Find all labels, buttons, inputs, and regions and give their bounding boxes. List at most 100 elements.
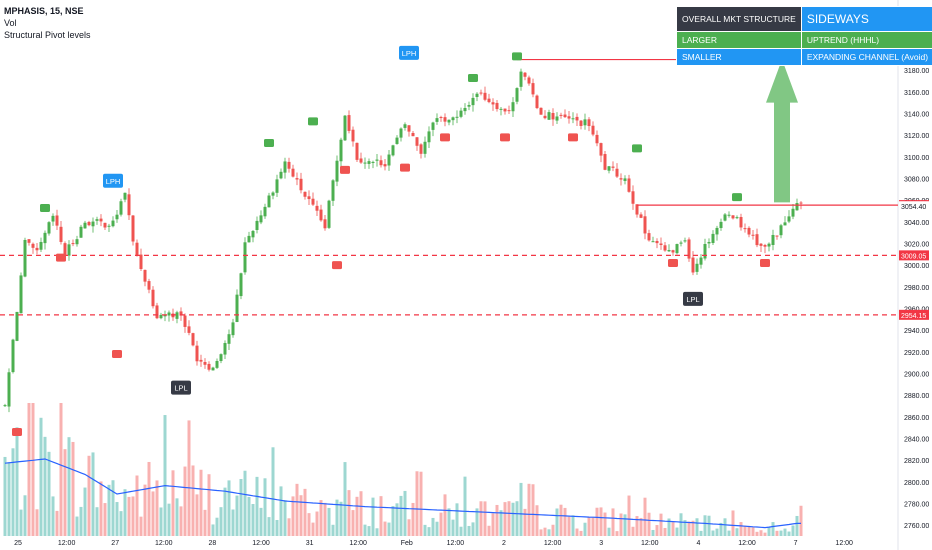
candle-body — [147, 281, 151, 290]
price-tick-label: 2980.00 — [904, 285, 929, 292]
smaller-structure-value: EXPANDING CHANNEL (Avoid) — [800, 48, 932, 66]
volume-bar — [751, 527, 755, 536]
symbol-title[interactable]: MPHASIS, 15, NSE — [4, 6, 84, 16]
larger-structure-label: LARGER — [676, 31, 802, 49]
time-tick-label: 12:00 — [447, 540, 465, 547]
candle-body — [323, 219, 327, 229]
pivot-indicator-label[interactable]: Structural Pivot levels — [4, 30, 91, 40]
price-tick-label: 3080.00 — [904, 177, 929, 184]
price-tick-label: 3140.00 — [904, 112, 929, 119]
candle-body — [439, 117, 443, 119]
candle-body — [455, 116, 459, 118]
candle-body — [367, 161, 371, 164]
volume-bar — [679, 513, 683, 536]
level-price-label: 3009.05 — [901, 253, 926, 260]
candle-body — [339, 139, 343, 162]
volume-bar — [607, 527, 611, 536]
volume-bar — [551, 524, 555, 536]
volume-bar — [187, 420, 191, 536]
candle-body — [651, 241, 655, 243]
volume-bar — [479, 501, 483, 536]
volume-bar — [195, 494, 199, 536]
time-tick-label: 27 — [111, 540, 119, 547]
candle-body — [67, 244, 71, 256]
volume-bar — [355, 496, 359, 536]
level-price-tag — [899, 309, 929, 320]
volume-bar — [415, 471, 419, 536]
candle-body — [371, 161, 375, 163]
volume-indicator-label[interactable]: Vol — [4, 18, 17, 28]
volume-bar — [319, 500, 323, 536]
candle-body — [503, 108, 507, 112]
volume-bar — [467, 525, 471, 536]
low-marker-icon — [340, 165, 350, 174]
high-marker-icon — [40, 204, 50, 212]
candle-body — [139, 254, 143, 270]
candle-body — [335, 160, 339, 182]
candle-body — [215, 360, 219, 368]
volume-bar — [359, 491, 363, 536]
candle-body — [443, 117, 447, 122]
volume-bar — [439, 512, 443, 536]
candle-body — [95, 219, 99, 221]
time-tick-label: 12:00 — [58, 540, 76, 547]
candle-body — [403, 124, 407, 128]
candle-body — [3, 405, 7, 407]
candle-body — [59, 226, 63, 242]
candle-body — [135, 242, 139, 256]
candle-body — [451, 117, 455, 121]
high-marker-icon — [468, 74, 478, 82]
volume-bar — [423, 524, 427, 536]
larger-structure-value: UPTREND (HHHL) — [800, 31, 932, 49]
candle-body — [559, 114, 563, 116]
overall-structure-value: SIDEWAYS — [800, 6, 932, 32]
volume-bar — [211, 524, 215, 536]
candle-body — [751, 234, 755, 236]
candle-body — [79, 226, 83, 238]
volume-bar — [87, 455, 91, 536]
volume-bar — [223, 487, 227, 536]
volume-bar — [323, 502, 327, 536]
candle-body — [599, 143, 603, 156]
candle-body — [219, 354, 223, 362]
volume-bar — [47, 451, 51, 536]
candle-body — [543, 115, 547, 119]
volume-bar — [163, 415, 167, 536]
candle-body — [759, 243, 763, 246]
candle-body — [235, 294, 239, 322]
volume-bar — [371, 497, 375, 536]
volume-bar — [459, 526, 463, 536]
volume-bar — [735, 528, 739, 536]
candle-body — [267, 195, 271, 208]
volume-bar — [627, 495, 631, 536]
volume-bar — [559, 504, 563, 536]
candle-body — [23, 239, 27, 277]
price-tick-label: 2920.00 — [904, 350, 929, 357]
candle-body — [415, 137, 419, 146]
level-price-label: 2954.15 — [901, 313, 926, 320]
volume-bar — [779, 530, 783, 536]
candle-body — [107, 225, 111, 227]
candle-body — [551, 113, 555, 120]
candle-body — [583, 119, 587, 126]
volume-bar — [475, 508, 479, 536]
volume-bar — [675, 527, 679, 536]
candle-body — [491, 102, 495, 105]
volume-bar — [391, 506, 395, 536]
price-tick-label: 2940.00 — [904, 328, 929, 335]
candle-body — [515, 88, 519, 102]
price-tick-label: 2820.00 — [904, 458, 929, 465]
volume-bar — [699, 530, 703, 536]
candle-body — [795, 203, 799, 211]
candle-body — [767, 243, 771, 247]
candle-body — [7, 372, 11, 407]
volume-bar — [343, 462, 347, 536]
candle-body — [463, 107, 467, 112]
volume-bar — [275, 519, 279, 536]
time-tick-label: 12:00 — [641, 540, 659, 547]
candle-body — [99, 218, 103, 222]
volume-bar — [335, 499, 339, 536]
smaller-structure-row: SMALLER EXPANDING CHANNEL (Avoid) — [676, 48, 932, 66]
